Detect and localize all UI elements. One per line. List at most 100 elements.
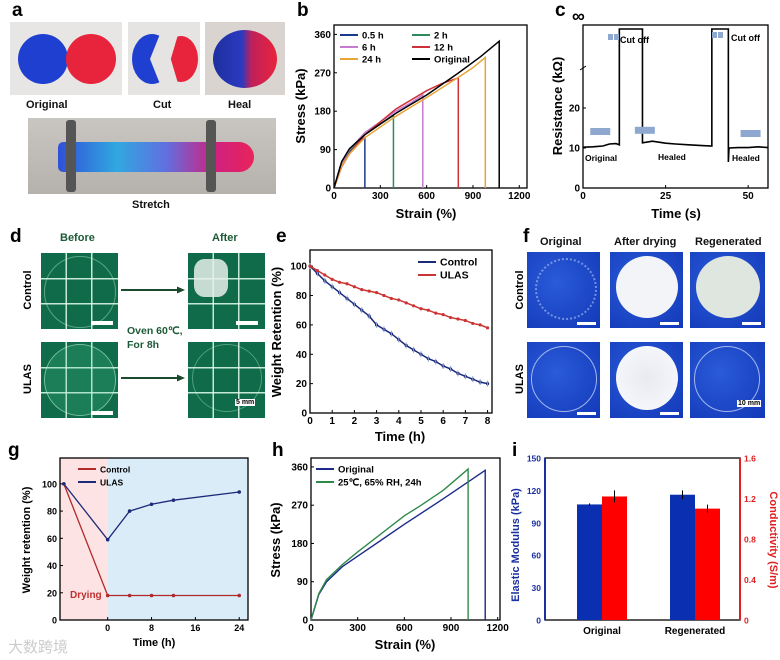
- b-series-0.5h: [333, 136, 366, 189]
- header-before: Before: [60, 232, 95, 244]
- c-annot-healed-1: Healed: [658, 152, 686, 162]
- g-xtick-label: 0: [105, 623, 110, 633]
- g-series-Control: [63, 483, 240, 597]
- g-ytick-label: 60: [47, 534, 57, 544]
- b-xlabel: Strain (%): [396, 206, 457, 221]
- b-frame: [333, 24, 528, 189]
- e-point-ULAS: [315, 268, 319, 273]
- e-point-ULAS: [308, 264, 312, 268]
- condition-line2: For 8h: [127, 339, 160, 351]
- e-point-ULAS: [389, 296, 393, 301]
- e-ytick-label: 40: [296, 350, 308, 361]
- b-series-6h: [333, 93, 424, 189]
- e-legend-label: ULAS: [440, 270, 469, 282]
- e-xtick-label: 8: [485, 416, 491, 427]
- e-series-Control: [309, 265, 488, 385]
- h-xtick-label: 900: [443, 623, 460, 634]
- e-ytick-label: 80: [296, 291, 308, 302]
- h-ylabel: Stress (kPa): [268, 502, 283, 577]
- i-bar-elastic-modulus: [670, 494, 695, 620]
- c-cutoff-marker: [718, 32, 723, 38]
- e-point-ULAS: [441, 313, 445, 317]
- c-ytick-label: 20: [569, 104, 581, 115]
- b-ytick-label: 270: [314, 68, 331, 79]
- b-legend-label: 24 h: [362, 55, 381, 66]
- b-legend-label: 12 h: [434, 43, 453, 54]
- photo-f-ulas-regenerated: 10 mm: [690, 342, 765, 418]
- e-point-ULAS: [478, 323, 482, 327]
- h-xtick-label: 1200: [487, 623, 510, 634]
- b-ytick-label: 360: [314, 30, 331, 41]
- g-point-ULAS: [171, 498, 176, 503]
- g-ytick-label: 100: [42, 479, 57, 489]
- photo-f-control-regenerated: [690, 252, 765, 328]
- photo-f-ulas-dried: [610, 342, 683, 418]
- c-marker-block: [590, 128, 611, 135]
- panel-letter-b: b: [297, 0, 309, 21]
- g-point-Control: [127, 593, 132, 598]
- g-xlabel: Time (h): [133, 637, 176, 649]
- h-legend-label: 25℃, 65% RH, 24h: [338, 478, 422, 489]
- b-legend-label: 6 h: [362, 43, 376, 54]
- b-xtick-label: 1200: [508, 191, 531, 202]
- e-xtick-label: 5: [418, 416, 424, 427]
- scale-bar-5mm: 5 mm: [235, 399, 256, 406]
- h-series: [310, 469, 486, 621]
- c-frame: [582, 24, 769, 189]
- e-ytick-label: 0: [301, 409, 307, 420]
- b-ytick-label: 90: [320, 145, 332, 156]
- photo-ulas-before: [41, 342, 118, 418]
- i-category-label: Original: [583, 626, 621, 637]
- e-xlabel: Time (h): [375, 429, 425, 444]
- g-ytick-label: 40: [47, 561, 57, 571]
- panel-letter-g: g: [8, 440, 20, 461]
- header-f-regenerated: Regenerated: [695, 236, 762, 248]
- i-bar-conductivity: [695, 508, 720, 620]
- h-xtick-label: 0: [308, 623, 314, 634]
- panel-letter-a: a: [12, 0, 23, 21]
- e-point-ULAS: [397, 298, 401, 302]
- e-point-ULAS: [382, 293, 386, 298]
- c-ytick-label: 0: [574, 184, 580, 195]
- g-regen-region: [107, 458, 248, 620]
- g-point-Control: [171, 593, 176, 598]
- g-frame: [59, 457, 249, 621]
- b-xtick-label: 600: [418, 191, 435, 202]
- e-xtick-label: 1: [329, 416, 335, 427]
- photo-original: [10, 22, 122, 95]
- g-point-ULAS: [127, 509, 132, 513]
- e-ytick-label: 60: [296, 320, 308, 331]
- e-xtick-label: 4: [396, 416, 402, 427]
- i-ytick-label: 120: [527, 486, 541, 496]
- e-xtick-label: 7: [463, 416, 469, 427]
- h-xtick-label: 300: [349, 623, 366, 634]
- c-xtick-label: 50: [743, 191, 755, 202]
- e-point-ULAS: [485, 326, 490, 330]
- g-point-ULAS: [149, 502, 154, 507]
- b-ytick-label: 180: [314, 107, 331, 118]
- e-point-ULAS: [345, 282, 349, 286]
- label-original: Original: [26, 99, 68, 111]
- b-series-24h: [333, 55, 487, 189]
- g-ytick-label: 20: [47, 588, 57, 598]
- e-point-ULAS: [426, 308, 430, 312]
- b-legend-label: Original: [434, 55, 470, 66]
- g-ytick-label: 80: [47, 507, 57, 517]
- c-cutoff-marker: [712, 32, 717, 38]
- i-bar-elastic-modulus: [577, 504, 602, 620]
- c-ytick-label: 10: [569, 144, 581, 155]
- i-ytick-right-label: 0: [744, 616, 749, 626]
- photo-cut: [128, 22, 200, 95]
- c-infinity-label: ∞: [572, 6, 585, 26]
- b-ylabel: Stress (kPa): [293, 68, 308, 143]
- e-point-ULAS: [337, 280, 342, 284]
- b-xtick-label: 300: [372, 191, 389, 202]
- header-f-original: Original: [540, 236, 582, 248]
- e-point-ULAS: [463, 318, 467, 323]
- panel-letter-f: f: [523, 226, 530, 247]
- panel-letter-i: i: [512, 440, 518, 461]
- h-frame: [310, 457, 501, 621]
- g-ylabel: Weight retention (%): [21, 486, 33, 593]
